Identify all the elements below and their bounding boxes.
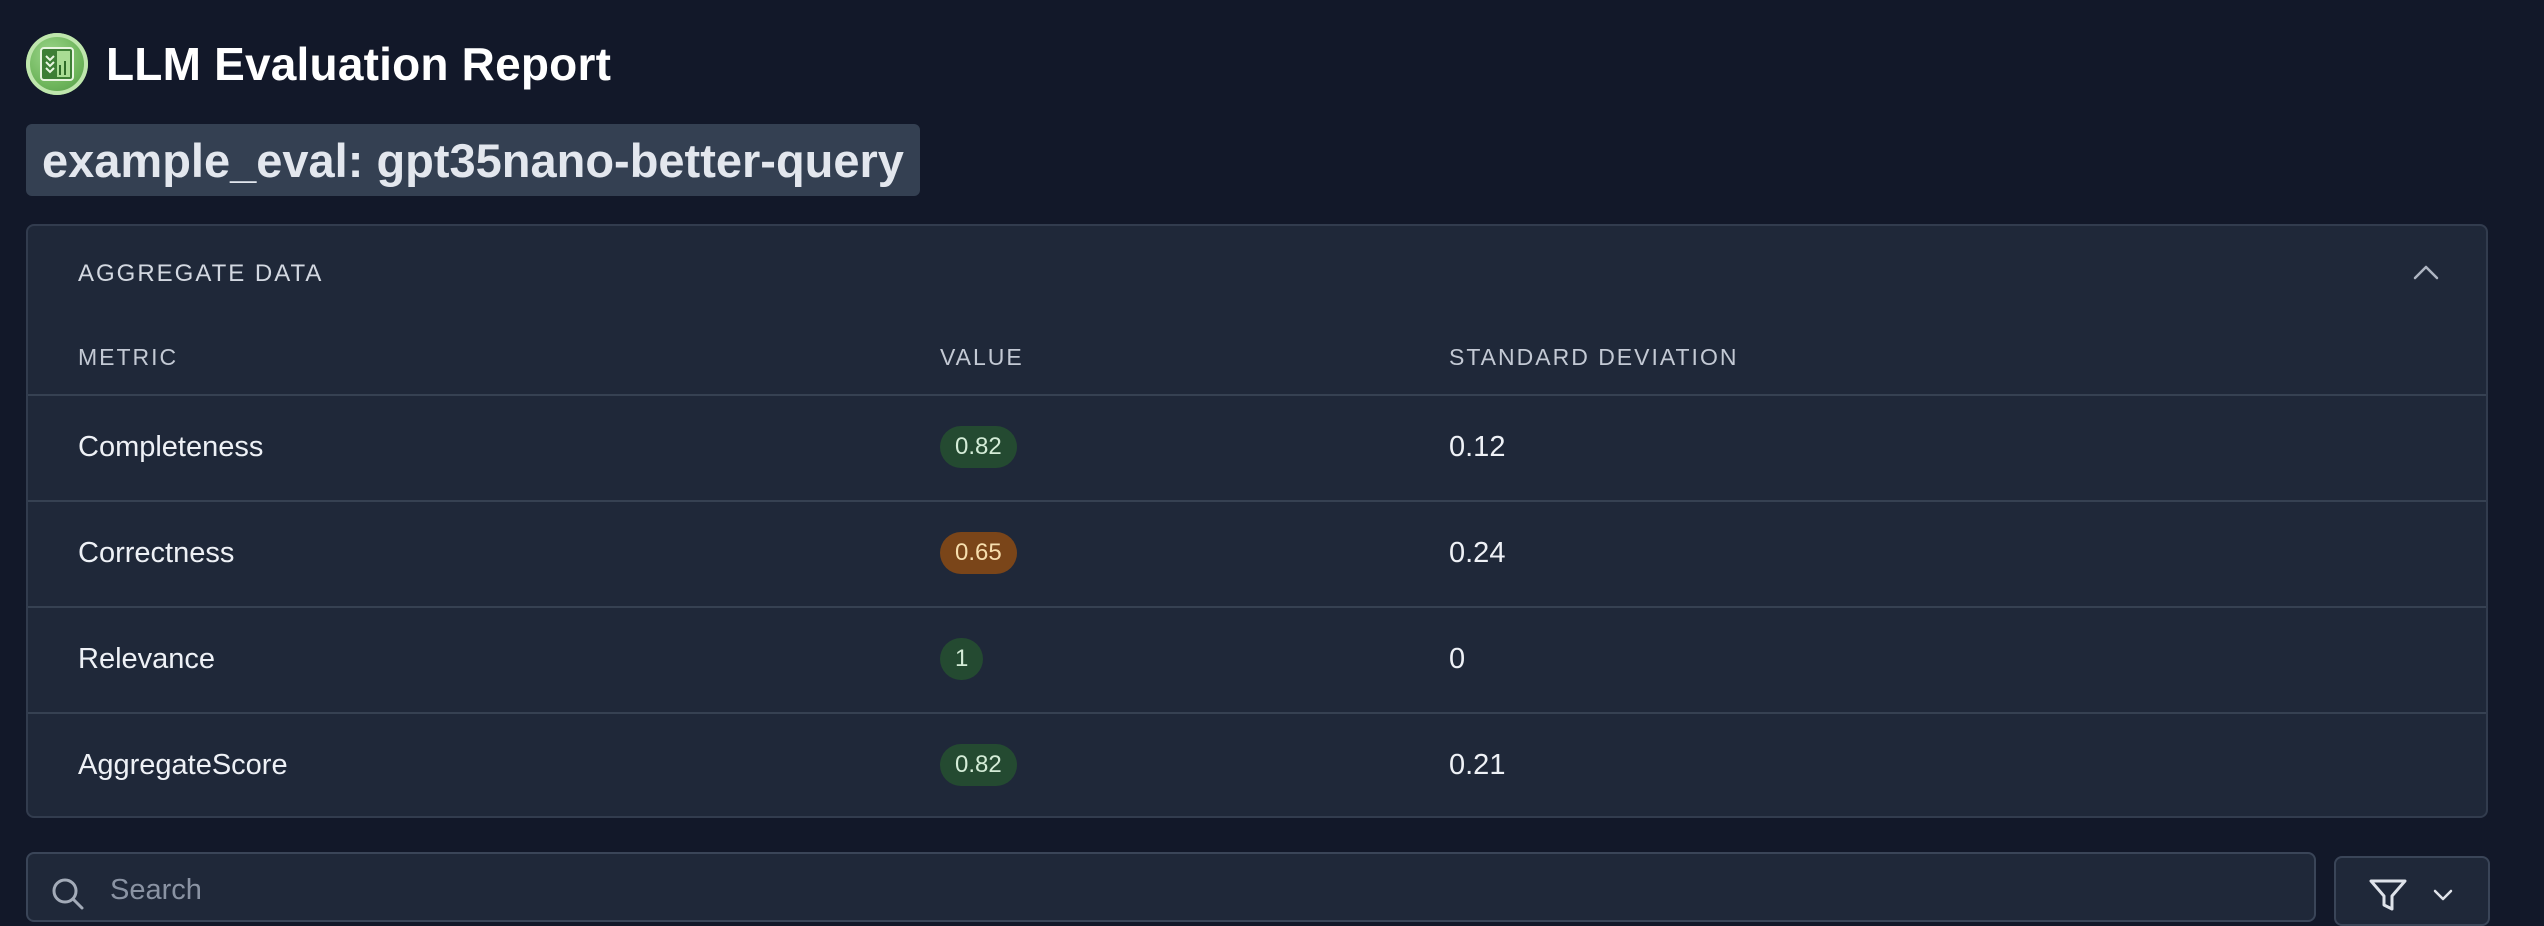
table-row: AggregateScore 0.82 0.21	[28, 712, 2486, 816]
filter-button[interactable]	[2334, 856, 2490, 926]
metric-name: Completeness	[78, 430, 264, 463]
metric-value-cell: 0.65	[940, 502, 1017, 604]
metric-value-cell: 0.82	[940, 714, 1017, 816]
standard-deviation: 0.21	[1449, 748, 1506, 781]
chevron-down-icon	[2432, 888, 2454, 907]
search-icon	[50, 876, 86, 917]
column-header-standard-deviation: STANDARD DEVIATION	[1449, 344, 1739, 370]
score-badge: 1	[940, 638, 984, 680]
app-title: LLM Evaluation Report	[106, 38, 612, 90]
table-row: Correctness 0.65 0.24	[28, 500, 2486, 604]
table-row: Completeness 0.82 0.12	[28, 394, 2486, 498]
app-header: LLM Evaluation Report	[26, 32, 611, 96]
panel-title: AGGREGATE DATA	[78, 260, 324, 287]
column-header-value: VALUE	[940, 344, 1024, 370]
metric-name: Relevance	[78, 642, 216, 675]
standard-deviation: 0	[1449, 642, 1466, 675]
column-header-metric: METRIC	[78, 344, 179, 370]
standard-deviation: 0.24	[1449, 536, 1506, 569]
search-input[interactable]: Search	[26, 852, 2316, 922]
standard-deviation: 0.12	[1449, 430, 1506, 463]
metric-value-cell: 0.82	[940, 396, 1017, 498]
chevron-up-icon	[2412, 263, 2440, 286]
aggregate-data-panel: AGGREGATE DATA METRIC VALUE STANDARD DEV…	[26, 224, 2488, 818]
score-badge: 0.65	[940, 532, 1017, 574]
table-row: Relevance 1 0	[28, 606, 2486, 710]
evaluation-logo-icon	[26, 33, 88, 95]
eval-name-heading: example_eval: gpt35nano-better-query	[26, 124, 920, 196]
metric-name: Correctness	[78, 536, 235, 569]
collapse-panel-button[interactable]	[2406, 254, 2446, 294]
search-placeholder: Search	[110, 874, 202, 906]
metric-value-cell: 1	[940, 608, 984, 710]
metric-name: AggregateScore	[78, 748, 288, 781]
score-badge: 0.82	[940, 426, 1017, 468]
filter-icon	[2368, 878, 2408, 917]
score-badge: 0.82	[940, 744, 1017, 786]
